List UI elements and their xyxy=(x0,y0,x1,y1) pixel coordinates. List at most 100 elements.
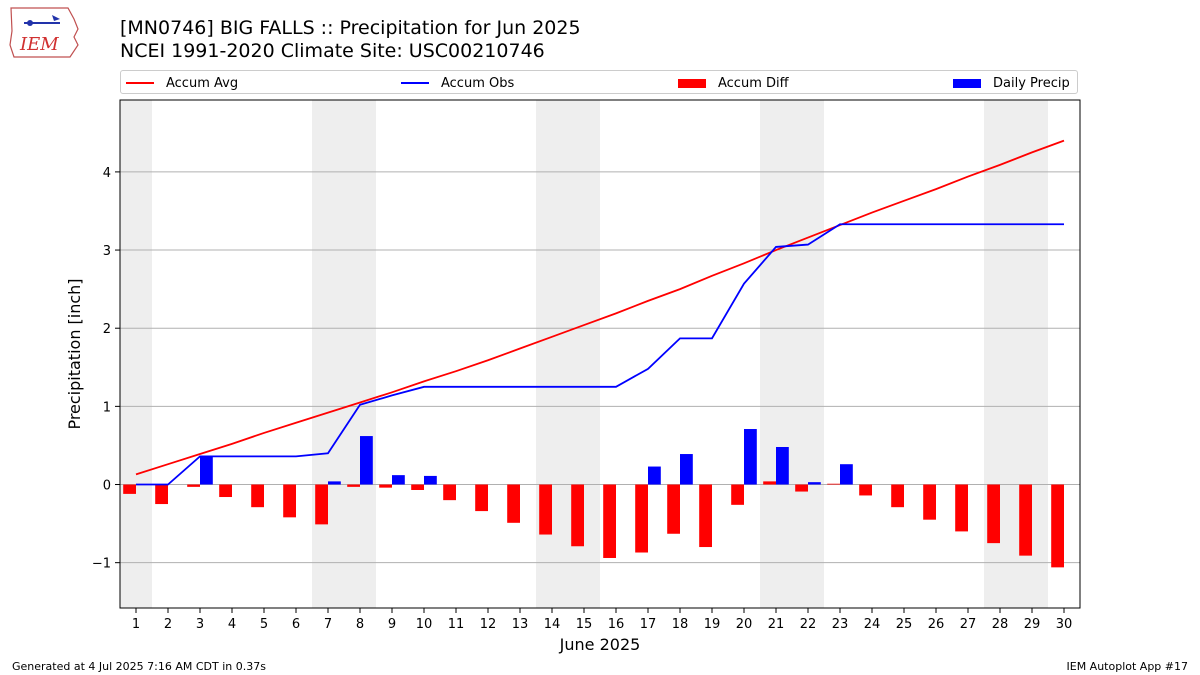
accum-diff-bar xyxy=(603,484,616,558)
y-tick-label: 2 xyxy=(103,322,111,337)
x-tick-label: 28 xyxy=(992,617,1009,632)
x-tick-label: 8 xyxy=(356,617,364,632)
x-tick-label: 17 xyxy=(640,617,657,632)
accum-diff-bar xyxy=(283,484,296,518)
x-tick-label: 11 xyxy=(448,617,465,632)
daily-precip-bar xyxy=(680,454,693,485)
legend-swatch xyxy=(401,82,429,84)
x-tick-label: 12 xyxy=(480,617,497,632)
legend-item-accum-avg: Accum Avg xyxy=(126,74,238,92)
accum-diff-bar xyxy=(795,484,808,492)
state-outline-icon xyxy=(9,7,79,58)
accum-diff-bar xyxy=(667,484,680,534)
footer-generated: Generated at 4 Jul 2025 7:16 AM CDT in 0… xyxy=(12,660,266,673)
daily-precip-bar xyxy=(424,475,437,485)
x-tick-label: 2 xyxy=(164,617,172,632)
accum-diff-bar xyxy=(987,484,1000,544)
accum-obs-line xyxy=(136,223,1064,486)
daily-precip-bar xyxy=(328,481,341,485)
daily-precip-bar xyxy=(360,436,373,485)
y-tick-label: 0 xyxy=(103,479,111,494)
accum-diff-bar xyxy=(315,484,328,525)
plot-frame xyxy=(119,99,1081,609)
accum-diff-bar xyxy=(571,484,584,547)
accum-diff-bar xyxy=(475,484,488,512)
daily-precip-bar xyxy=(200,456,213,485)
x-tick-label: 9 xyxy=(388,617,396,632)
accum-diff-bar xyxy=(155,484,168,505)
accum-diff-bar xyxy=(955,484,968,532)
y-tick-label: −1 xyxy=(92,557,111,572)
iem-logo: IEM xyxy=(9,7,79,58)
accum-diff-bar xyxy=(411,484,424,490)
x-tick-label: 26 xyxy=(928,617,945,632)
x-axis-label: June 2025 xyxy=(559,635,641,654)
legend-label: Accum Diff xyxy=(718,75,789,91)
accum-diff-bar xyxy=(763,481,776,485)
accum-diff-bar xyxy=(251,484,264,508)
accum-diff-bar xyxy=(347,484,360,487)
legend-swatch xyxy=(678,78,706,88)
x-tick-label: 20 xyxy=(736,617,753,632)
legend-swatch xyxy=(953,78,981,88)
accum-diff-bar xyxy=(123,484,136,494)
accum-diff-bar xyxy=(699,484,712,548)
accum-diff-bar xyxy=(1019,484,1032,556)
daily-precip-bar xyxy=(392,475,405,485)
legend-label: Accum Avg xyxy=(166,75,239,91)
weekend-shade xyxy=(120,100,152,608)
daily-precip-bar xyxy=(744,429,757,485)
accum-diff-bar xyxy=(219,484,232,498)
x-tick-label: 29 xyxy=(1024,617,1041,632)
accum-diff-bar xyxy=(187,484,200,487)
x-tick-label: 7 xyxy=(324,617,332,632)
weekend-shade xyxy=(760,100,824,608)
chart-title: [MN0746] BIG FALLS :: Precipitation for … xyxy=(120,17,581,39)
daily-precip-bar xyxy=(808,482,821,485)
x-tick-label: 19 xyxy=(704,617,721,632)
accum-diff-bar xyxy=(539,484,552,535)
legend-item-daily-precip: Daily Precip xyxy=(953,74,1070,92)
logo-text: IEM xyxy=(19,34,59,55)
x-tick-label: 22 xyxy=(800,617,817,632)
x-tick-label: 23 xyxy=(832,617,849,632)
weekend-shade xyxy=(312,100,376,608)
x-tick-label: 1 xyxy=(132,617,140,632)
legend: Accum Avg Accum Obs Accum Diff Daily Pre… xyxy=(120,70,1078,94)
accum-diff-bar xyxy=(1051,484,1064,568)
footer-app: IEM Autoplot App #17 xyxy=(1066,660,1189,673)
legend-label: Accum Obs xyxy=(441,75,515,91)
x-tick-label: 24 xyxy=(864,617,881,632)
accum-diff-bar xyxy=(923,484,936,520)
accum-diff-bar xyxy=(731,484,744,505)
x-tick-label: 27 xyxy=(960,617,977,632)
x-tick-label: 3 xyxy=(196,617,204,632)
x-tick-label: 6 xyxy=(292,617,300,632)
accum-diff-bar xyxy=(379,484,392,488)
x-tick-label: 16 xyxy=(608,617,625,632)
daily-precip-bar xyxy=(840,464,853,485)
y-tick-label: 3 xyxy=(103,244,111,259)
legend-item-accum-diff: Accum Diff xyxy=(678,74,789,92)
accum-diff-bar xyxy=(859,484,872,496)
x-tick-label: 15 xyxy=(576,617,593,632)
legend-swatch xyxy=(126,82,154,84)
accum-diff-bar xyxy=(891,484,904,508)
x-tick-label: 14 xyxy=(544,617,561,632)
x-tick-label: 21 xyxy=(768,617,785,632)
y-tick-label: 4 xyxy=(103,166,111,181)
x-tick-label: 25 xyxy=(896,617,913,632)
y-axis-label: Precipitation [inch] xyxy=(65,278,84,429)
x-tick-label: 18 xyxy=(672,617,689,632)
y-tick-label: 1 xyxy=(103,400,111,415)
accum-diff-bar xyxy=(443,484,456,501)
accum-diff-bar xyxy=(507,484,520,523)
daily-precip-bar xyxy=(648,466,661,485)
accum-avg-line xyxy=(135,139,1065,476)
x-tick-label: 10 xyxy=(416,617,433,632)
legend-item-accum-obs: Accum Obs xyxy=(401,74,514,92)
x-tick-label: 4 xyxy=(228,617,236,632)
daily-precip-bar xyxy=(776,447,789,485)
accum-diff-bar xyxy=(635,484,648,553)
